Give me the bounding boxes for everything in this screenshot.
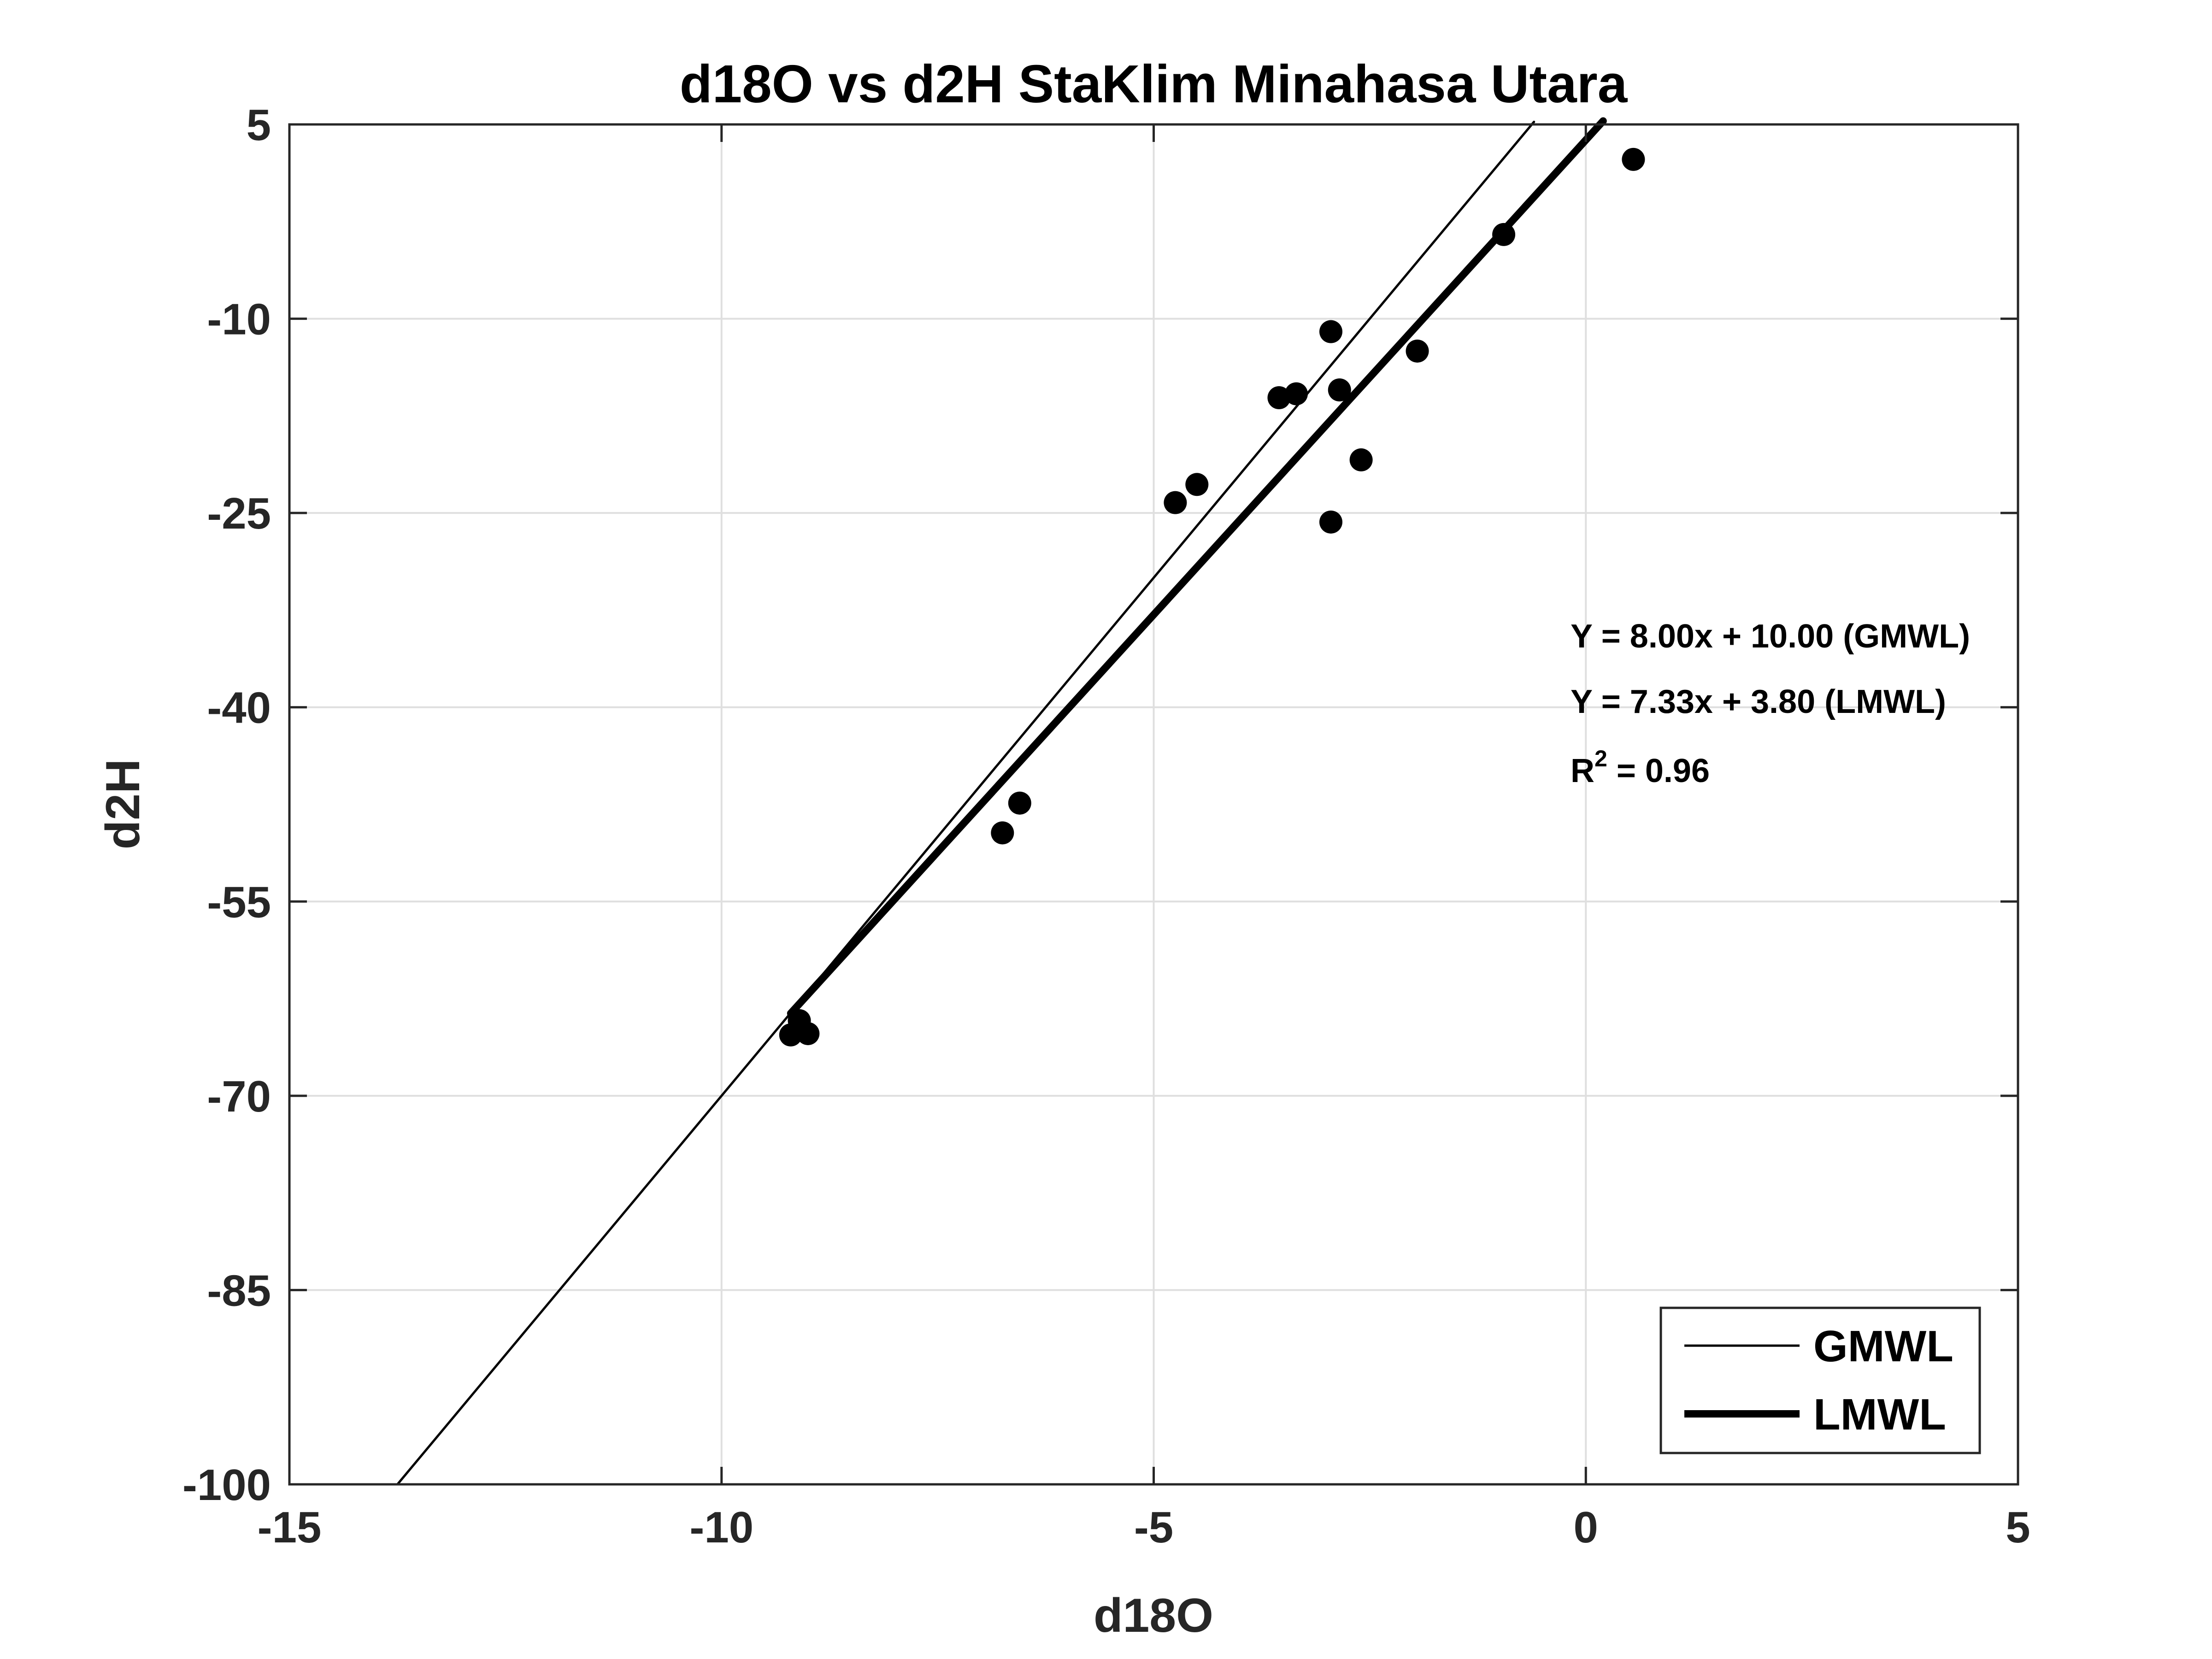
y-tick-label: -25 [207, 489, 271, 538]
y-tick-label: -40 [207, 683, 271, 733]
r-squared-prefix: R [1571, 753, 1594, 789]
legend-gmwl-label: GMWL [1813, 1322, 1953, 1371]
x-tick-label: -10 [689, 1503, 753, 1552]
y-tick-label: -10 [207, 295, 271, 344]
y-tick-label: -70 [207, 1072, 271, 1121]
lmwl-line [787, 117, 1607, 1017]
data-point [1349, 448, 1373, 471]
x-tick-label: -15 [258, 1503, 322, 1552]
x-tick-label: 0 [1574, 1503, 1598, 1552]
data-point [1492, 223, 1516, 246]
r-squared: R2 = 0.96 [1571, 746, 1710, 789]
legend-box [1659, 1306, 1981, 1454]
axis-ticks [288, 123, 2019, 1486]
lmwl-equation: Y = 7.33x + 3.80 (LMWL) [1571, 683, 1946, 720]
y-tick-label: -55 [207, 877, 271, 927]
data-point [779, 1023, 802, 1047]
legend-lmwl-label: LMWL [1813, 1390, 1946, 1439]
x-tick-label: -5 [1134, 1503, 1173, 1552]
data-point [1267, 386, 1291, 410]
data-points [779, 147, 1645, 1047]
data-point [1008, 791, 1031, 815]
y-axis-label: d2H [96, 759, 150, 849]
data-point [1406, 339, 1429, 363]
y-tick-label: -100 [182, 1460, 271, 1510]
y-tick-label: -85 [207, 1266, 271, 1315]
data-point [1319, 510, 1342, 534]
gmwl-line [396, 120, 1535, 1486]
r-squared-superscript: 2 [1594, 746, 1607, 771]
data-point [1185, 473, 1209, 496]
x-tick-label: 5 [2006, 1503, 2030, 1552]
data-point [1328, 378, 1351, 402]
r-squared-value: = 0.96 [1607, 753, 1710, 789]
y-tick-label: 5 [247, 100, 271, 150]
data-point [796, 1022, 820, 1045]
data-point [1622, 147, 1645, 171]
legend: GMWL LMWL [1659, 1306, 1981, 1454]
data-point [1164, 491, 1187, 514]
y-tick-labels: -100 -85 -70 -55 -40 -25 -10 5 [182, 100, 271, 1510]
chart-title: d18O vs d2H StaKlim Minahasa Utara [680, 54, 1628, 114]
x-axis-label: d18O [1094, 1589, 1213, 1642]
data-point [991, 821, 1014, 845]
data-point [1319, 320, 1342, 343]
data-point [1284, 382, 1308, 406]
grid [289, 124, 2018, 1484]
gmwl-equation: Y = 8.00x + 10.00 (GMWL) [1571, 618, 1970, 655]
x-tick-labels: -15 -10 -5 0 5 [258, 1503, 2030, 1552]
fit-lines [396, 117, 1607, 1486]
